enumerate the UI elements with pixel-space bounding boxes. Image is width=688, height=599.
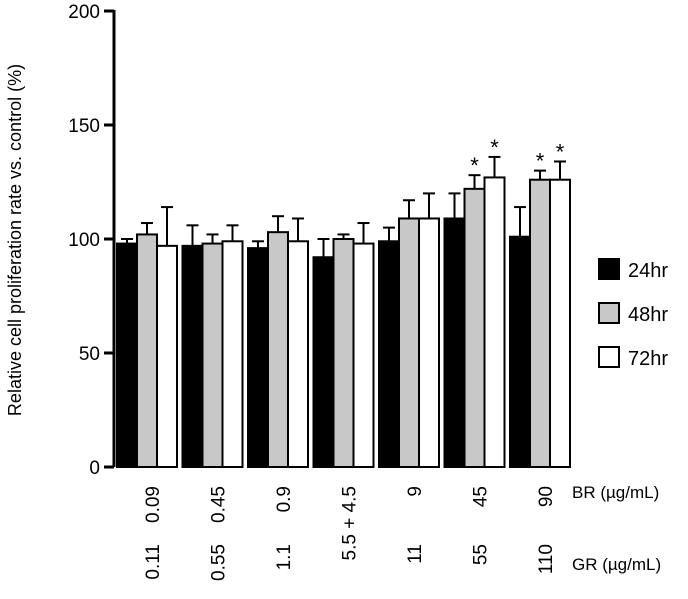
br-label: 9: [405, 486, 426, 497]
category-labels: 0.09 0.45 0.9 5.5 + 4.5 9 45 90 0.11 0.55 1.1 11 55…: [143, 483, 661, 581]
legend-label-72hr: 72hr: [628, 348, 668, 370]
y-tick-label: 100: [68, 230, 100, 251]
bar-24hr-4: [378, 240, 400, 468]
gr-label: 0.55: [209, 544, 230, 581]
br-label: 45: [471, 486, 492, 507]
bars: * * * *: [116, 135, 571, 468]
legend-label-48hr: 48hr: [628, 304, 668, 326]
y-tick-label: 200: [68, 2, 100, 23]
legend-swatch-24hr: [598, 258, 620, 280]
bar-48hr-2: [267, 231, 289, 468]
gr-label: 110: [536, 544, 557, 574]
significance-star: *: [536, 149, 545, 174]
bar-24hr-0: [116, 242, 138, 468]
bar-24hr-5: [443, 217, 466, 468]
gr-row-label: GR (µg/mL): [572, 555, 661, 574]
br-label: 5.5 + 4.5: [340, 486, 361, 560]
br-row-label: BR (µg/mL): [572, 483, 659, 502]
br-label: 0.45: [209, 486, 230, 523]
bar-48hr-1: [201, 242, 224, 468]
bar-48hr-4: [398, 217, 420, 468]
bar-48hr-3: [332, 238, 355, 468]
axes: 0 50 100 150 200 Relative cell proliferation …: [5, 2, 116, 479]
legend-label-24hr: 24hr: [628, 260, 668, 282]
legend: 24hr 48hr 72hr: [598, 258, 668, 370]
bar-72hr-5: [483, 176, 506, 468]
br-label: 0.9: [274, 486, 295, 512]
bar-24hr-2: [247, 247, 269, 468]
bar-72hr-0: [156, 244, 178, 468]
gr-label: 1.1: [274, 544, 295, 570]
bar-72hr-2: [287, 240, 309, 468]
bar-48hr-6: [529, 178, 551, 468]
gr-label: 0.11: [143, 544, 164, 580]
gr-label: 11: [405, 544, 426, 564]
bar-72hr-4: [418, 217, 440, 468]
br-label: 0.09: [143, 486, 164, 523]
y-axis-title: Relative cell proliferation rate vs. con…: [5, 64, 25, 416]
gr-label: 55: [471, 544, 492, 565]
bar-24hr-3: [312, 256, 335, 468]
bar-72hr-1: [221, 240, 244, 468]
significance-star: *: [490, 135, 499, 160]
legend-swatch-48hr: [598, 302, 620, 324]
bar-48hr-0: [136, 233, 158, 468]
bar-72hr-3: [352, 242, 375, 468]
bar-48hr-5: [463, 187, 486, 468]
y-tick-label: 50: [79, 344, 100, 365]
significance-star: *: [556, 139, 565, 164]
br-label: 90: [536, 486, 557, 507]
bar-72hr-6: [549, 178, 571, 468]
y-tick-label: 0: [89, 458, 100, 479]
legend-swatch-72hr: [598, 346, 620, 368]
bar-24hr-6: [509, 235, 531, 468]
significance-star: *: [470, 153, 479, 178]
y-tick-label: 150: [68, 116, 100, 137]
bar-24hr-1: [181, 244, 204, 468]
